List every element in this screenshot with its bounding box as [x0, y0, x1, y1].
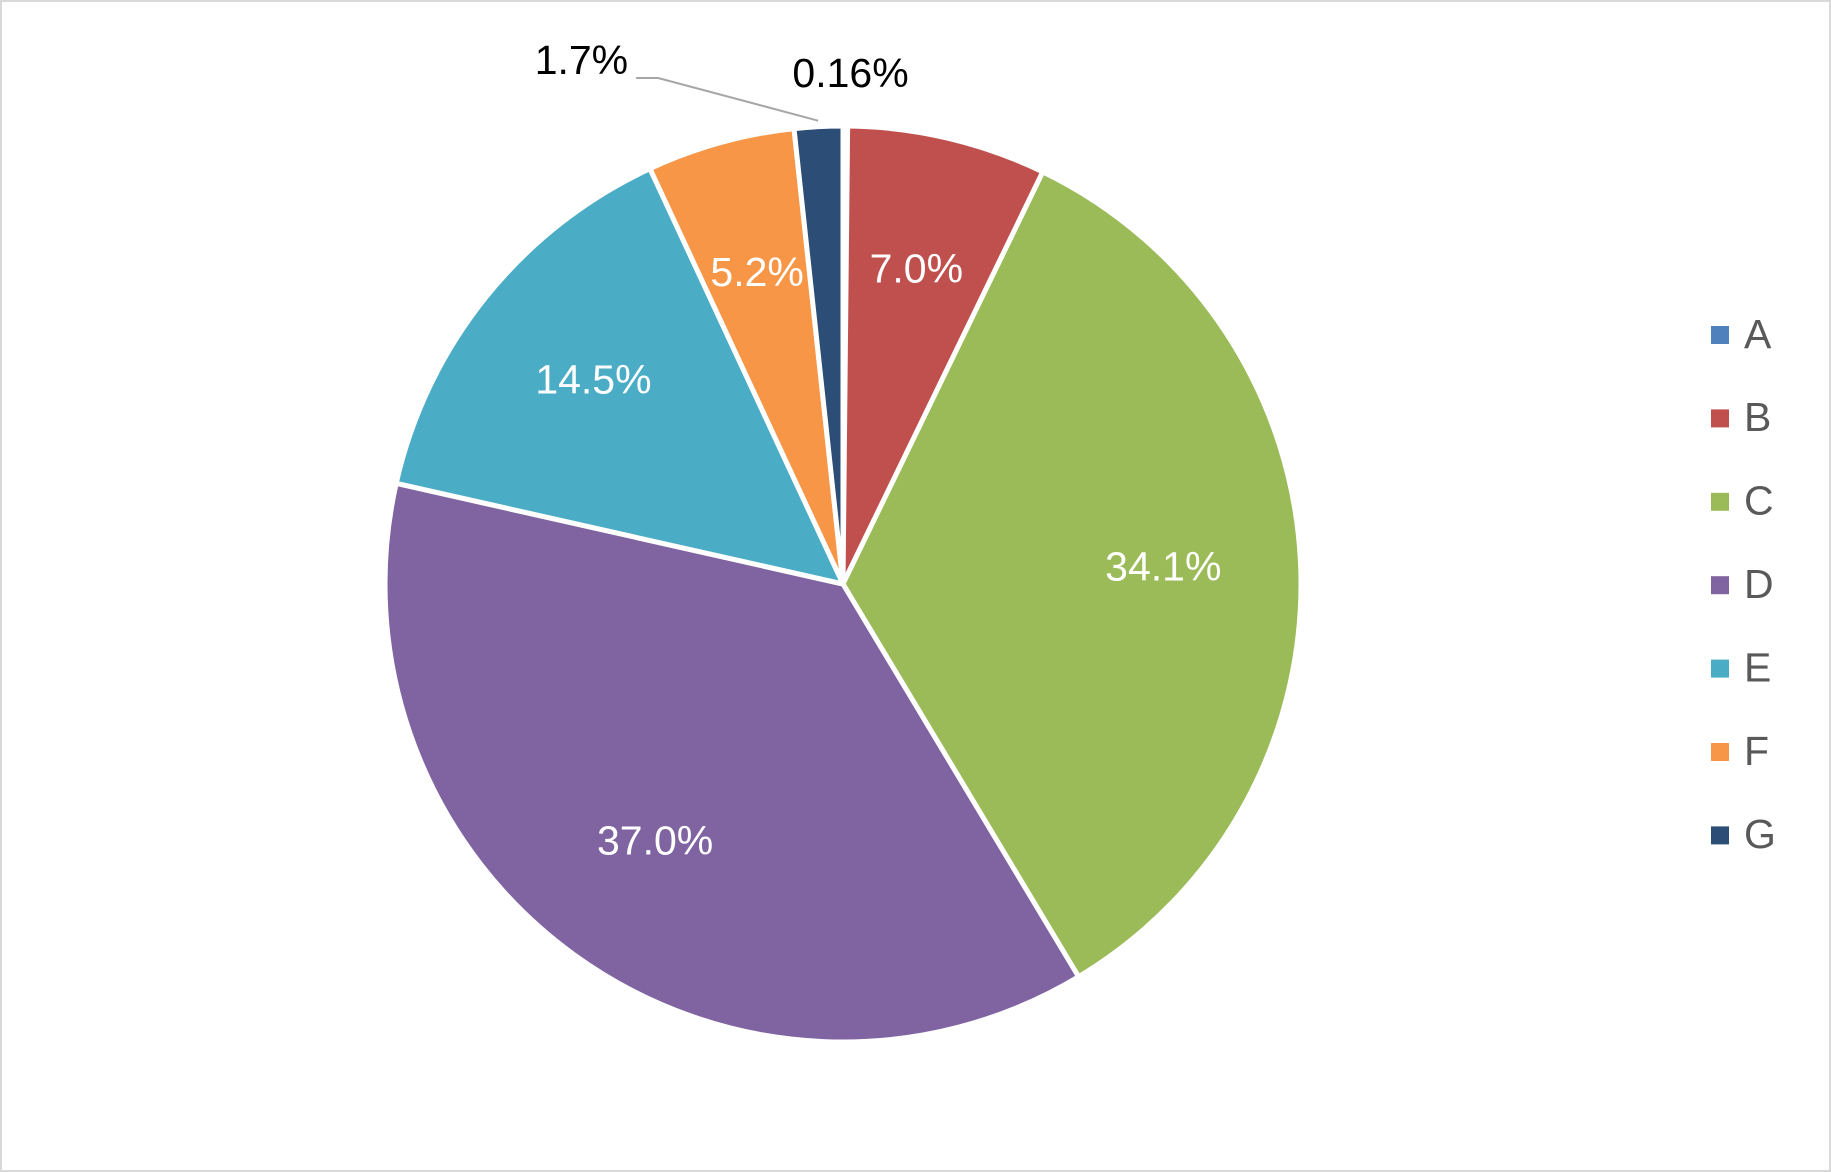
legend-label: A [1744, 311, 1772, 357]
data-label: 37.0% [597, 818, 713, 864]
legend-swatch [1711, 492, 1729, 511]
legend-swatch [1711, 743, 1729, 761]
legend-label: F [1744, 728, 1769, 774]
legend-swatch [1711, 826, 1729, 845]
legend-swatch [1711, 326, 1729, 344]
pie-slice [840, 169, 1304, 980]
data-label: 5.2% [710, 249, 803, 295]
legend-label: C [1744, 478, 1774, 524]
pie-slice [393, 166, 846, 587]
legend-swatch [1711, 576, 1729, 595]
legend-label: G [1744, 811, 1776, 857]
pie-slice [791, 123, 846, 587]
data-label: 7.0% [870, 246, 963, 292]
data-label: 1.7% [535, 37, 628, 83]
pie-slice [840, 123, 1046, 587]
legend-swatch [1711, 409, 1729, 428]
legend-swatch [1711, 659, 1729, 678]
pie-slice [382, 480, 1082, 1045]
legend-label: D [1744, 561, 1774, 607]
legend-label: E [1744, 644, 1771, 690]
leader-line [636, 77, 819, 122]
data-label: 34.1% [1105, 544, 1221, 590]
pie-slice [647, 126, 846, 587]
data-label: 0.16% [792, 50, 908, 96]
data-label: 14.5% [535, 357, 651, 403]
legend-label: B [1744, 394, 1771, 440]
